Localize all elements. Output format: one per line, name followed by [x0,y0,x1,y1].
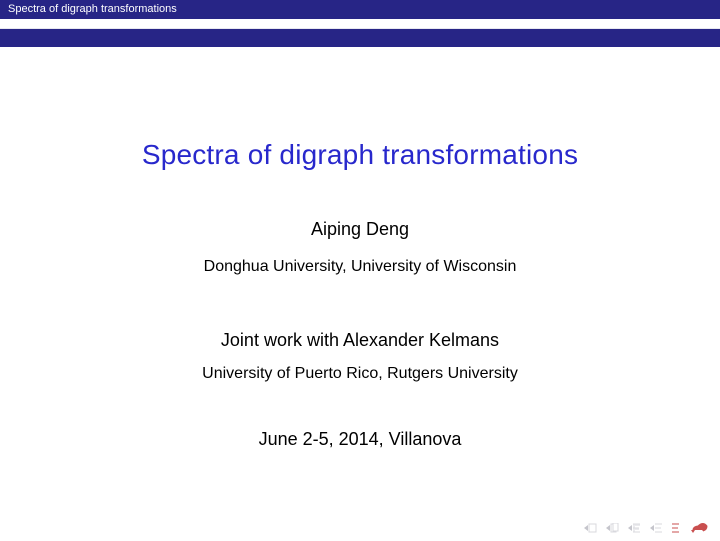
nav-cycle-icon[interactable] [690,521,710,535]
header-bar: Spectra of digraph transformations [0,0,720,19]
breadcrumb: Spectra of digraph transformations [8,3,177,15]
author-affiliation: Donghua University, University of Wiscon… [0,258,720,276]
nav-first-icon[interactable] [580,521,600,535]
coauthor-affiliation: University of Puerto Rico, Rutgers Unive… [0,365,720,383]
joint-work: Joint work with Alexander Kelmans [0,330,720,351]
beamer-nav-controls [580,521,710,535]
date-venue: June 2-5, 2014, Villanova [0,429,720,450]
nav-prev-section-icon[interactable] [602,521,622,535]
nav-prev-icon[interactable] [624,521,644,535]
slide-content: Spectra of digraph transformations Aipin… [0,47,720,450]
nav-next-icon[interactable] [646,521,666,535]
nav-strip [0,19,720,29]
nav-band [0,29,720,47]
nav-end-icon[interactable] [668,521,688,535]
slide-title: Spectra of digraph transformations [0,139,720,171]
author-name: Aiping Deng [0,219,720,240]
